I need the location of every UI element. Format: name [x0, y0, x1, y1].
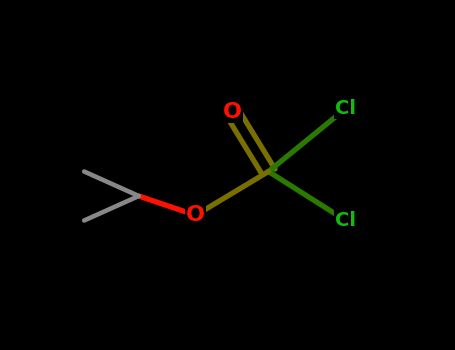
- Text: O: O: [222, 102, 242, 122]
- Text: Cl: Cl: [335, 99, 356, 118]
- Text: Cl: Cl: [335, 211, 356, 230]
- Text: O: O: [186, 205, 205, 225]
